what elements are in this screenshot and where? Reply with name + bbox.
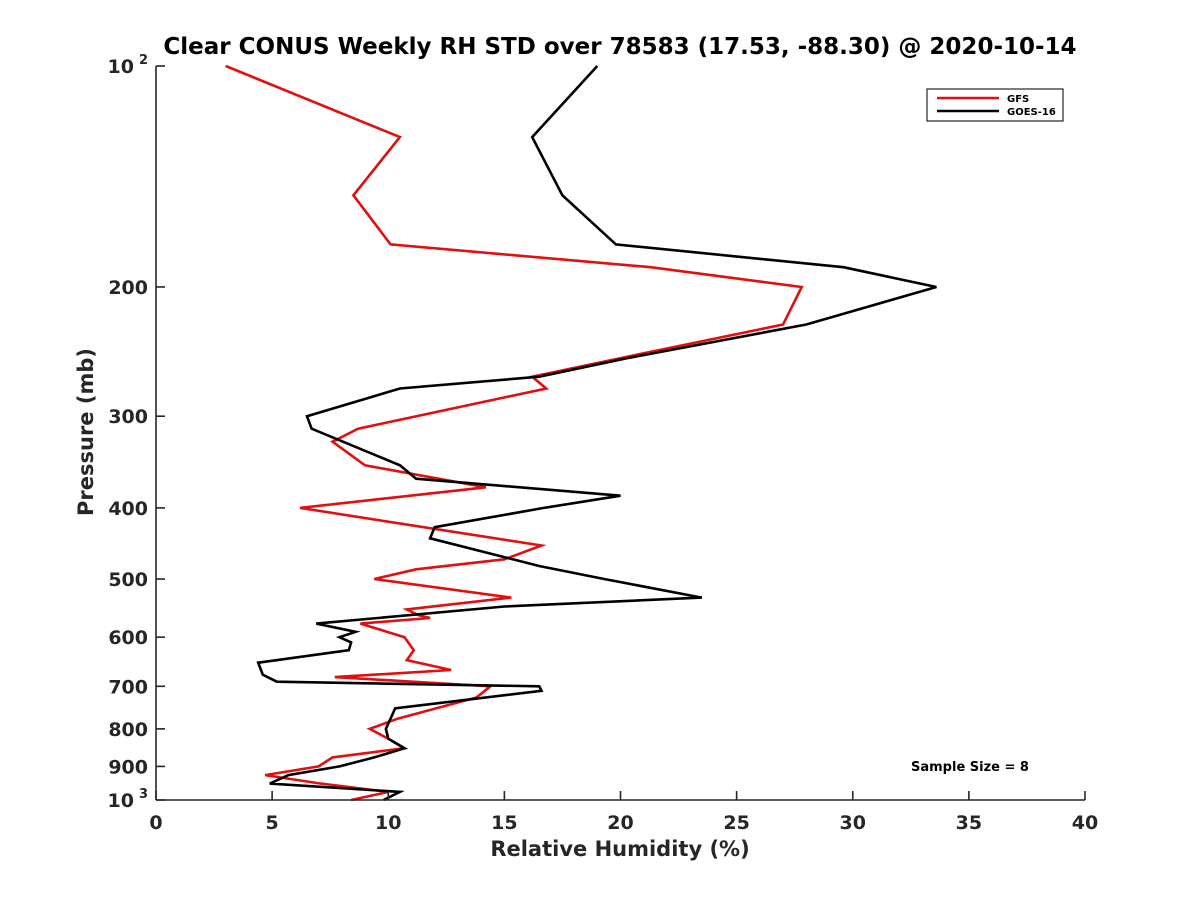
- x-tick-label: 10: [375, 812, 401, 834]
- axes: 0 5 10 15 20 25 30 35 40 10 2 200 300 400 500 600 700 800…: [108, 53, 1099, 834]
- y-tick-label: 600: [108, 627, 148, 649]
- y-tick-label: 300: [108, 406, 148, 428]
- y-tick-label: 10: [108, 56, 134, 78]
- y-tick-exponent: 2: [139, 53, 148, 68]
- y-tick-label: 700: [108, 676, 148, 698]
- x-tick-label: 15: [491, 812, 517, 834]
- y-tick-label: 10: [108, 790, 134, 812]
- legend-label: GOES-16: [1007, 107, 1056, 118]
- x-tick-label: 20: [607, 812, 633, 834]
- x-tick-label: 40: [1072, 812, 1098, 834]
- legend: GFS GOES-16: [926, 88, 1064, 122]
- series-line-goes-16: [256, 65, 937, 802]
- y-tick-label: 800: [108, 719, 148, 741]
- y-tick-exponent: 3: [139, 787, 148, 802]
- legend-box: [926, 88, 1064, 122]
- series-lines: [225, 64, 937, 802]
- sample-size-annotation: Sample Size = 8: [911, 760, 1029, 775]
- x-tick-label: 30: [840, 812, 866, 834]
- x-tick-label: 25: [723, 812, 749, 834]
- y-tick-label: 200: [108, 277, 148, 299]
- y-axis-label: Pressure (mb): [74, 348, 98, 516]
- legend-label: GFS: [1007, 94, 1029, 105]
- y-tick-label: 500: [108, 569, 148, 591]
- y-tick-label: 400: [108, 498, 148, 520]
- x-tick-label: 5: [266, 812, 279, 834]
- x-tick-label: 0: [149, 812, 162, 834]
- x-tick-label: 35: [956, 812, 982, 834]
- chart-title: Clear CONUS Weekly RH STD over 78583 (17…: [163, 34, 1076, 60]
- y-tick-label: 900: [108, 756, 148, 778]
- x-axis-label: Relative Humidity (%): [490, 837, 749, 861]
